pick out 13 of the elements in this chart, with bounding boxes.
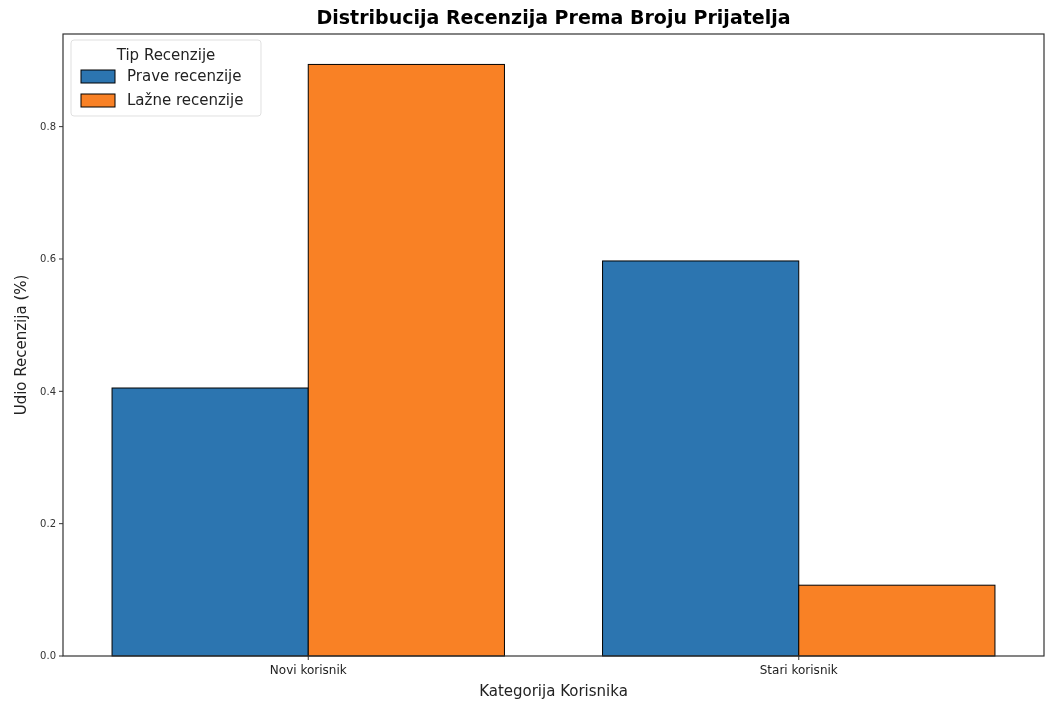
- x-axis-title: Kategorija Korisnika: [479, 682, 628, 700]
- y-tick-label: 0.4: [40, 385, 56, 397]
- y-tick-label: 0.8: [40, 120, 56, 132]
- y-tick-label: 0.6: [40, 253, 56, 265]
- chart-title: Distribucija Recenzija Prema Broju Prijatelja: [316, 6, 791, 28]
- y-axis-title: Udio Recenzija (%): [12, 274, 30, 416]
- legend-title: Tip Recenzije: [115, 46, 216, 64]
- x-tick-label: Novi korisnik: [269, 663, 347, 677]
- legend-label: Lažne recenzije: [127, 91, 244, 109]
- y-tick-label: 0.2: [40, 517, 56, 529]
- y-tick-label: 0.0: [40, 650, 56, 662]
- legend-label: Prave recenzije: [127, 67, 242, 85]
- x-tick-label: Stari korisnik: [759, 663, 838, 677]
